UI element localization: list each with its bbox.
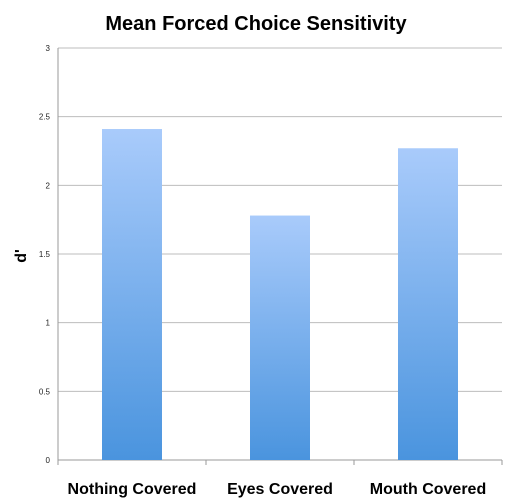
y-tick-labels: 0 0.5 1 1.5 2 2.5 3 bbox=[39, 44, 51, 465]
x-tick-labels: Nothing Covered Eyes Covered Mouth Covered bbox=[68, 481, 487, 498]
x-tick-label: Mouth Covered bbox=[370, 481, 486, 498]
y-axis-label: d' bbox=[13, 249, 30, 263]
chart-title: Mean Forced Choice Sensitivity bbox=[105, 13, 407, 35]
x-tick-label: Eyes Covered bbox=[227, 481, 333, 498]
x-tick-label: Nothing Covered bbox=[68, 481, 197, 498]
y-tick-label: 2 bbox=[46, 181, 51, 190]
y-tick-label: 3 bbox=[46, 44, 51, 53]
bars bbox=[102, 129, 458, 460]
y-tick-label: 1 bbox=[46, 319, 51, 328]
bar bbox=[398, 148, 458, 460]
bar bbox=[102, 129, 162, 460]
y-tick-label: 2.5 bbox=[39, 113, 51, 122]
y-tick-label: 0 bbox=[46, 456, 51, 465]
y-tick-label: 1.5 bbox=[39, 250, 51, 259]
y-tick-label: 0.5 bbox=[39, 387, 51, 396]
bar bbox=[250, 215, 310, 460]
